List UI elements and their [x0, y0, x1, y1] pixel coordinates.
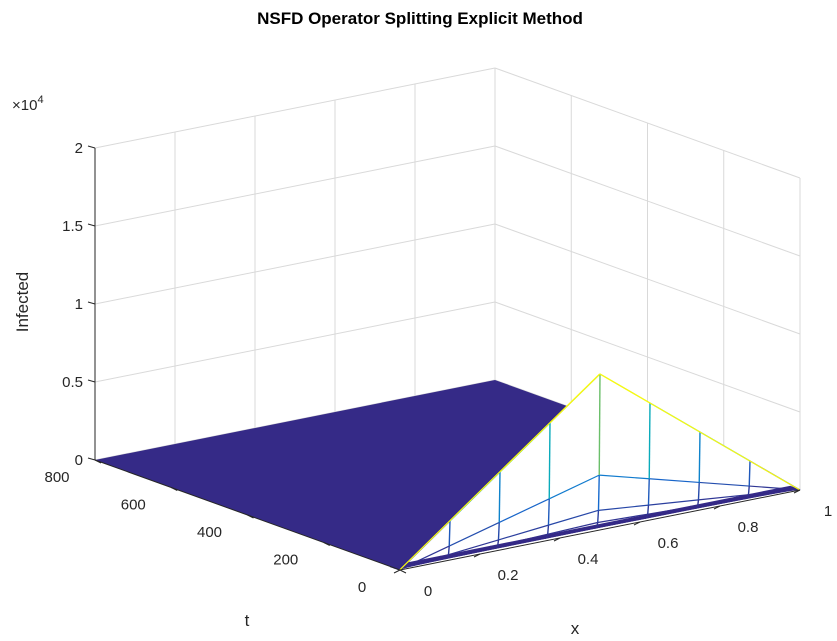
- t-tick-label: 600: [121, 497, 146, 514]
- z-tick-label: 1: [75, 296, 83, 313]
- axes: 0 0.5 1 1.5 2 0 200 400 600 800 0 0.2 0.4 0.6 0.8 1: [44, 140, 832, 600]
- surface-peak-face: [400, 374, 800, 570]
- z-tick-label: 1.5: [62, 218, 83, 235]
- z-tick-label: 2: [75, 140, 83, 157]
- x-axis-line: [399, 489, 801, 571]
- t-tick-label: 800: [44, 469, 69, 486]
- z-exponent-label: ×104: [12, 94, 44, 114]
- z-axis-label: Infected: [13, 272, 32, 333]
- t-tick-label: 0: [358, 579, 366, 596]
- t-tick-label: 200: [273, 552, 298, 569]
- z-tick-label: 0.5: [62, 374, 83, 391]
- x-tick-label: 0: [424, 583, 432, 600]
- z-tick-label: 0: [75, 452, 83, 469]
- t-axis-label: t: [245, 611, 250, 630]
- x-tick-label: 0.2: [498, 567, 519, 584]
- chart-title: NSFD Operator Splitting Explicit Method: [257, 9, 583, 28]
- x-tick-label: 0.6: [658, 535, 679, 552]
- x-tick-label: 0.4: [578, 551, 599, 568]
- x-tick-label: 1: [824, 503, 832, 520]
- surface: [95, 373, 801, 571]
- x-tick-label: 0.8: [738, 519, 759, 536]
- x-axis-label: x: [571, 619, 580, 638]
- t-tick-label: 400: [197, 524, 222, 541]
